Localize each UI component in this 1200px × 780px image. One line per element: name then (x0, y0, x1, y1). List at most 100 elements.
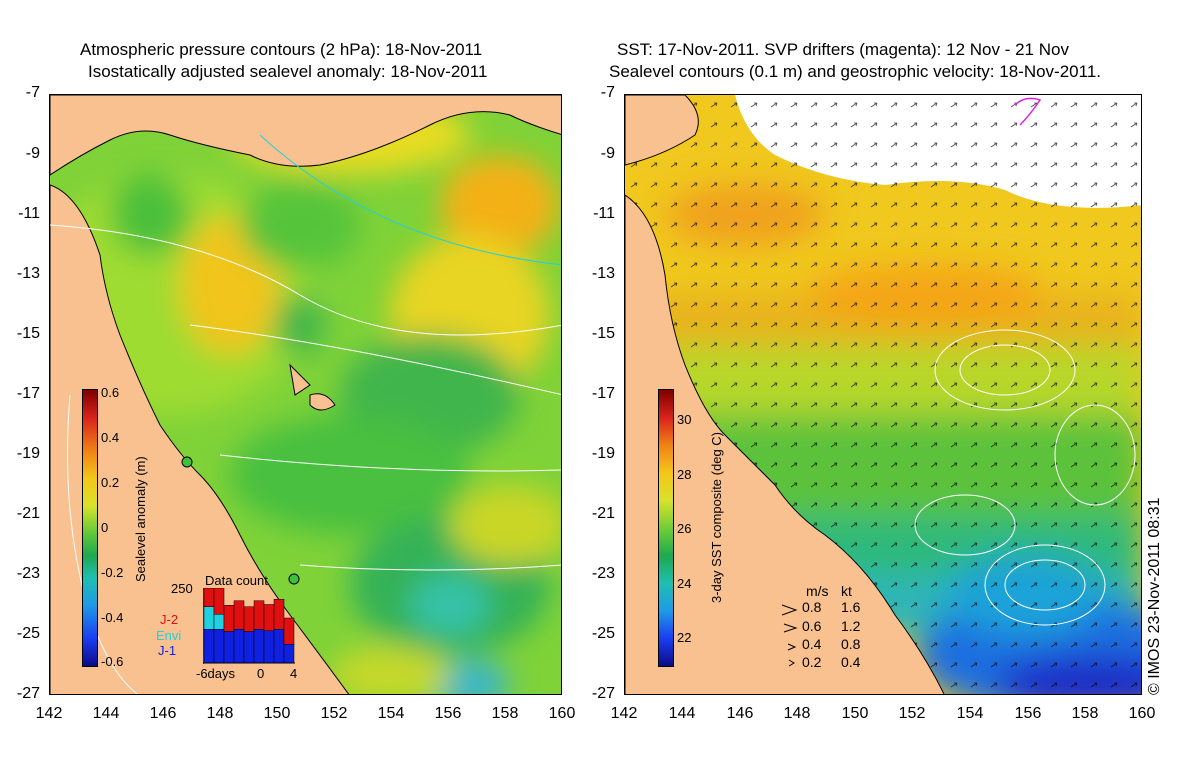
left-colorbar (82, 389, 98, 667)
right-x-tick: 154 (956, 705, 984, 722)
velocity-legend-kt-2: 0.8 (841, 636, 861, 652)
left-y-tick: -19 (16, 445, 40, 462)
right-colorbar-tick-2: 26 (677, 521, 692, 536)
data-count-bar-j1 (233, 629, 245, 664)
data-count-bar-envi (213, 614, 225, 630)
right-colorbar-tick-0: 30 (677, 412, 692, 427)
data-count-bar-j1 (213, 629, 225, 664)
data-count-bar-j2 (213, 588, 225, 615)
velocity-arrow-0 (781, 604, 798, 616)
velocity-legend-kt-3: 0.4 (841, 654, 861, 670)
right-map-graphic (625, 95, 1141, 694)
left-colorbar-tick-2: 0.2 (101, 475, 120, 490)
data-count-bar-j2 (223, 605, 235, 632)
data-count-x-label-0: -6days (196, 666, 236, 681)
right-x-tick: 144 (668, 705, 696, 722)
left-map (49, 94, 562, 695)
right-y-tick: -15 (591, 325, 615, 342)
data-count-bar-j2 (243, 606, 255, 632)
right-map (624, 94, 1142, 695)
velocity-legend: m/s kt 0.8 1.6 0.6 1.2 0.4 0.8 0.2 0.4 (780, 583, 870, 670)
right-title-line1: SST: 17-Nov-2011. SVP drifters (magenta)… (617, 40, 1069, 59)
left-x-tick: 154 (377, 705, 405, 722)
velocity-legend-ms-0: 0.8 (802, 599, 822, 615)
left-colorbar-tick-0: 0.6 (101, 385, 120, 400)
right-y-tick: -27 (591, 685, 615, 702)
left-x-tick: 150 (263, 705, 291, 722)
right-colorbar-tick-3: 24 (677, 576, 692, 591)
left-y-tick: -25 (16, 625, 40, 642)
left-title-line1: Atmospheric pressure contours (2 hPa): 1… (80, 40, 483, 59)
right-x-tick: 142 (610, 705, 638, 722)
data-count-x-label-1: 0 (257, 666, 265, 681)
data-count-bar-envi (203, 606, 215, 630)
data-count-bar-j2 (263, 604, 275, 631)
left-x-tick: 144 (92, 705, 120, 722)
right-y-tick: -19 (591, 445, 615, 462)
left-y-tick: -9 (25, 145, 40, 162)
data-count-bar-j2 (203, 588, 215, 607)
velocity-legend-ms-1: 0.6 (802, 618, 822, 634)
right-y-tick: -17 (591, 385, 615, 402)
left-map-graphic (50, 95, 561, 694)
data-count-x-label-2: 4 (290, 666, 298, 681)
left-x-tick: 156 (434, 705, 462, 722)
data-count-title: Data count (205, 573, 268, 588)
data-count-bar-j1 (273, 629, 285, 664)
velocity-legend-header-ms: m/s (806, 583, 829, 599)
velocity-legend-header-kt: kt (841, 583, 852, 599)
right-x-tick: 148 (783, 705, 811, 722)
right-x-tick: 160 (1128, 705, 1156, 722)
left-y-tick: -23 (16, 565, 40, 582)
data-count-legend-envi: Envi (156, 628, 182, 643)
velocity-legend-ms-2: 0.4 (802, 636, 822, 652)
data-count-bar-j1 (203, 629, 215, 664)
right-colorbar (658, 389, 674, 667)
right-y-tick: -9 (600, 145, 615, 162)
data-count-bar-j2 (253, 600, 265, 630)
data-count-bar-j2 (233, 600, 245, 630)
data-count-bar-j1 (223, 631, 235, 664)
data-count-bar-j1 (243, 631, 255, 664)
left-y-tick: -17 (16, 385, 40, 402)
right-y-tick: -13 (591, 265, 615, 282)
data-count-bar-j1 (283, 644, 295, 664)
velocity-arrow-2 (787, 643, 797, 651)
right-y-tick: -7 (600, 84, 615, 101)
right-x-tick: 150 (841, 705, 869, 722)
data-count-bar-j1 (253, 629, 265, 664)
right-y-tick: -21 (591, 505, 615, 522)
data-count-chart (203, 588, 295, 664)
data-count-legend-j1: J-1 (158, 643, 177, 658)
right-y-tick: -25 (591, 625, 615, 642)
right-colorbar-tick-1: 28 (677, 467, 692, 482)
left-x-tick: 142 (35, 705, 63, 722)
left-colorbar-tick-4: -0.2 (101, 565, 124, 580)
right-y-tick: -11 (593, 205, 615, 222)
data-count-bar-j1 (263, 630, 275, 664)
velocity-legend-kt-1: 1.2 (841, 618, 861, 634)
left-x-tick: 146 (149, 705, 177, 722)
right-x-tick: 146 (726, 705, 754, 722)
left-colorbar-tick-3: 0 (101, 520, 109, 535)
left-colorbar-tick-5: -0.4 (101, 610, 124, 625)
right-colorbar-tick-4: 22 (677, 630, 692, 645)
left-x-tick: 160 (548, 705, 576, 722)
left-x-tick: 148 (206, 705, 234, 722)
left-y-tick: -7 (25, 84, 40, 101)
left-colorbar-label: Sealevel anomaly (m) (133, 456, 148, 582)
right-x-tick: 156 (1014, 705, 1042, 722)
right-x-tick: 158 (1071, 705, 1099, 722)
left-colorbar-tick-1: 0.4 (101, 430, 120, 445)
data-count-bar-j2 (273, 599, 285, 630)
velocity-legend-kt-0: 1.6 (841, 599, 861, 615)
right-x-tick: 152 (898, 705, 926, 722)
data-count-ymax: 250 (171, 581, 193, 596)
left-colorbar-tick-6: -0.6 (101, 654, 124, 669)
velocity-arrow-1 (783, 623, 798, 633)
left-y-tick: -13 (16, 265, 40, 282)
right-y-tick: -23 (591, 565, 615, 582)
left-title-line2: Isostatically adjusted sealevel anomaly:… (88, 62, 488, 81)
left-y-tick: -21 (16, 505, 40, 522)
right-colorbar-label: 3-day SST composite (deg C) (709, 432, 724, 603)
